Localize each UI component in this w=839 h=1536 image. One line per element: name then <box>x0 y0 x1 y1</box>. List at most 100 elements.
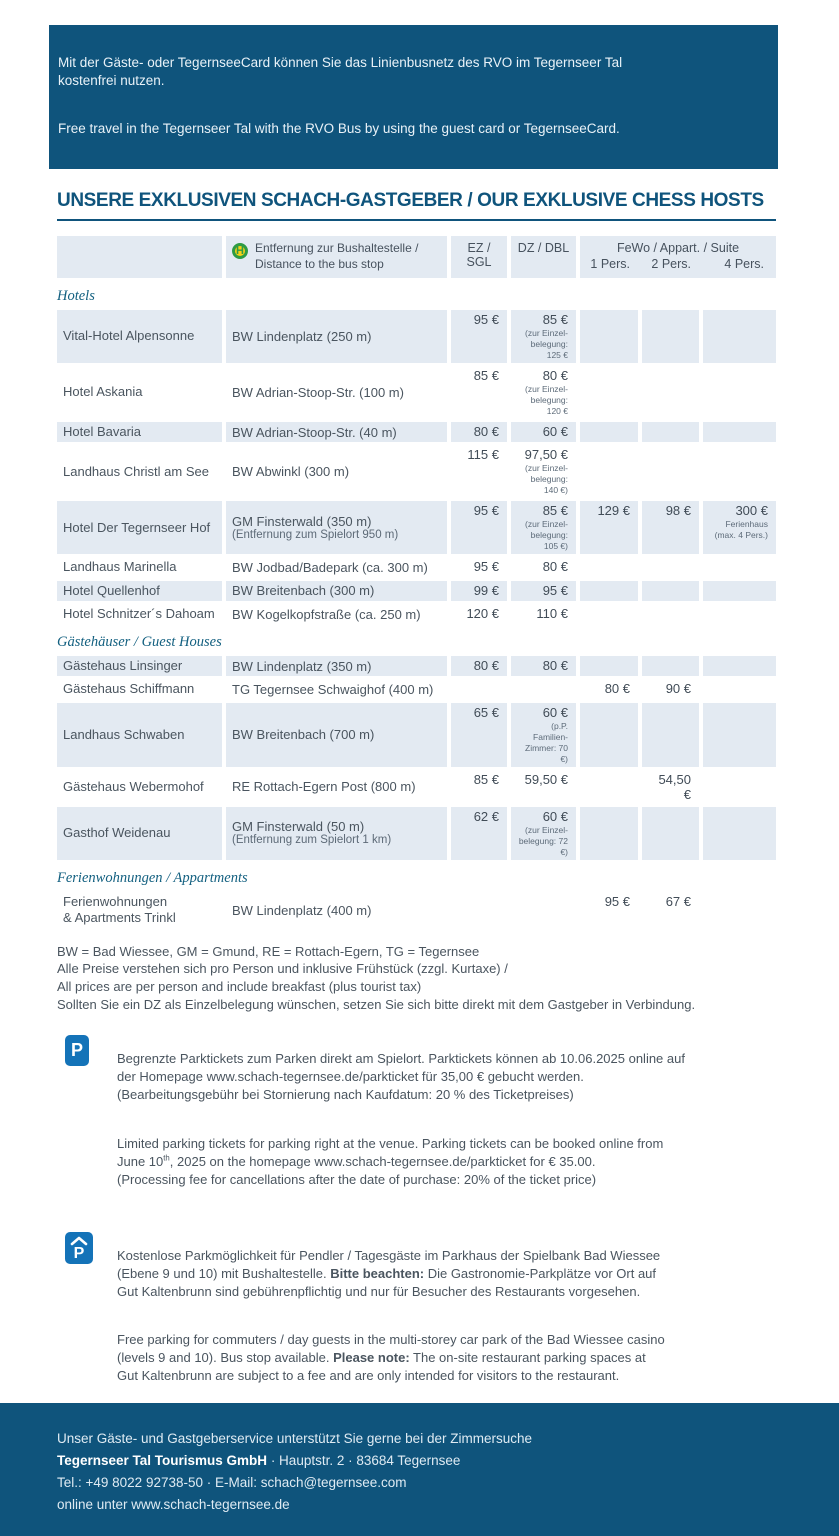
price-value: 85 € <box>473 367 499 383</box>
footer: Unser Gäste- und Gastgeberservice unters… <box>0 1403 839 1536</box>
price-note: (p.P. Familien- Zimmer: 70 €) <box>525 720 568 764</box>
price-value: 80 € <box>542 658 568 674</box>
price-value: 80 € <box>473 423 499 439</box>
price-ez-cell: 62 € <box>451 806 507 861</box>
parking1-english: Limited parking tickets for parking righ… <box>117 1135 776 1189</box>
price-ez-cell: 99 € <box>451 580 507 601</box>
price-4pers-cell <box>703 770 776 804</box>
bus-stop-distance-cell: BW Lindenplatz (350 m) <box>226 656 447 677</box>
price-value: 129 € <box>597 503 630 519</box>
header-distance-cell: H Entfernung zur Bushaltestelle / Distan… <box>226 236 447 278</box>
bus-stop-distance-cell: RE Rottach-Egern Post (800 m) <box>226 770 447 804</box>
price-value: 99 € <box>473 582 499 598</box>
price-2pers-cell: 67 € <box>642 892 699 929</box>
host-name-cell: Gästehaus Schiffmann <box>63 681 195 697</box>
price-4pers-cell <box>703 806 776 861</box>
price-dz-cell: 85 € (zur Einzel- belegung: 105 €) <box>511 501 576 555</box>
price-value: 62 € <box>473 808 499 824</box>
hosts-table-body: Hotels Vital-Hotel Alpensonne BW Lindenpla… <box>57 288 776 929</box>
price-value: 95 € <box>473 503 499 519</box>
price-value: 95 € <box>473 559 499 575</box>
header-distance-label: Entfernung zur Bushaltestelle / Distance… <box>255 241 419 272</box>
host-name-cell: Vital-Hotel Alpensonne <box>57 309 222 363</box>
price-4pers-cell <box>703 421 776 443</box>
price-dz-cell: 97,50 € (zur Einzel- belegung: 140 €) <box>511 445 576 498</box>
hosts-table: H Entfernung zur Bushaltestelle / Distan… <box>57 236 776 928</box>
price-value: 80 € <box>542 367 568 383</box>
price-1pers-cell <box>580 702 638 767</box>
price-2pers-cell <box>642 702 699 767</box>
price-value: 98 € <box>665 503 691 519</box>
footer-website: online unter www.schach-tegernsee.de <box>57 1496 290 1512</box>
header-4pers-label: 4 Pers. <box>724 257 764 272</box>
bus-stop-distance-cell: BW Breitenbach (700 m) <box>226 702 447 767</box>
price-dz-cell: 80 € <box>511 656 576 677</box>
price-note: (zur Einzel- belegung: 140 €) <box>525 463 568 496</box>
price-ez-cell: 80 € <box>451 421 507 443</box>
footer-company-name: Tegernseer Tal Tourismus GmbH <box>57 1453 268 1469</box>
price-value: 60 € <box>542 423 568 439</box>
price-4pers-cell <box>703 656 776 677</box>
parking-icon-box: P <box>65 1032 101 1206</box>
banner-text-german: Mit der Gäste- oder TegernseeCard können… <box>58 55 623 89</box>
price-2pers-cell <box>642 806 699 861</box>
distance-text: BW Breitenbach (300 m) <box>232 583 375 599</box>
header-fewo-cell: FeWo / Appart. / Suite 1 Pers. 2 Pers. 4… <box>580 236 776 278</box>
parking2-german: Kostenlose Parkmöglichkeit für Pendler /… <box>117 1247 776 1301</box>
price-value: 95 € <box>604 894 630 910</box>
bus-stop-distance-cell: BW Abwinkl (300 m) <box>226 445 447 498</box>
price-ez-cell: 85 € <box>451 366 507 419</box>
table-row: Hotel Bavaria BW Adrian-Stoop-Str. (40 m)… <box>57 421 776 443</box>
table-header-row: H Entfernung zur Bushaltestelle / Distan… <box>57 236 776 278</box>
distance-text: TG Tegernsee Schwaighof (400 m) <box>232 682 434 698</box>
host-name-cell: Hotel Der Tegernseer Hof <box>57 501 222 555</box>
distance-text: BW Jodbad/Badepark (ca. 300 m) <box>232 560 428 576</box>
price-2pers-cell <box>642 309 699 363</box>
price-dz-cell: 110 € <box>511 604 576 624</box>
price-ez-cell: 95 € <box>451 309 507 363</box>
host-name-cell: Landhaus Schwaben <box>57 702 222 767</box>
svg-text:P: P <box>74 1245 85 1262</box>
price-note: Ferienhaus (max. 4 Pers.) <box>714 519 768 541</box>
price-dz-cell: 59,50 € <box>511 770 576 804</box>
price-ez-cell: 95 € <box>451 501 507 555</box>
price-value: 90 € <box>665 681 691 697</box>
price-2pers-cell <box>642 445 699 498</box>
price-ez-cell: 120 € <box>451 604 507 624</box>
distance-text: BW Adrian-Stoop-Str. (40 m) <box>232 424 397 440</box>
price-dz-cell <box>511 892 576 929</box>
price-1pers-cell <box>580 445 638 498</box>
parking-icon: P <box>65 1035 89 1067</box>
page-title: UNSERE EXKLUSIVEN SCHACH-GASTGEBER / OUR… <box>57 190 776 222</box>
price-value: 300 € <box>735 503 768 519</box>
section-heading: Ferienwohnungen / Appartments <box>57 870 248 887</box>
price-value: 95 € <box>542 582 568 598</box>
price-value: 80 € <box>473 658 499 674</box>
bus-stop-distance-cell: BW Lindenplatz (400 m) <box>226 892 447 929</box>
price-1pers-cell <box>580 421 638 443</box>
table-row: Hotel Quellenhof BW Breitenbach (300 m) 99… <box>57 580 776 601</box>
footer-line1: Unser Gäste- und Gastgeberservice unters… <box>57 1431 532 1447</box>
distance-text: BW Lindenplatz (250 m) <box>232 328 372 344</box>
price-note: (zur Einzel- belegung: 120 € <box>525 383 568 416</box>
parking-garage-icon: P <box>65 1231 93 1264</box>
parking2-text: Kostenlose Parkmöglichkeit für Pendler /… <box>117 1229 776 1403</box>
price-4pers-cell: 300 € Ferienhaus (max. 4 Pers.) <box>703 501 776 555</box>
parking-section-2: P Kostenlose Parkmöglichkeit für Pendler… <box>65 1229 776 1403</box>
host-name-cell: Gästehaus Webermohof <box>63 778 204 794</box>
bus-stop-distance-cell: TG Tegernsee Schwaighof (400 m) <box>226 679 447 699</box>
page: Mit der Gäste- oder TegernseeCard können… <box>0 25 839 1536</box>
price-4pers-cell <box>703 604 776 624</box>
distance-text: RE Rottach-Egern Post (800 m) <box>232 779 416 795</box>
parking2-de-bold: Bitte beachten: <box>330 1265 425 1281</box>
price-ez-cell <box>451 892 507 929</box>
bus-stop-distance-cell: BW Lindenplatz (250 m) <box>226 309 447 363</box>
price-4pers-cell <box>703 445 776 498</box>
host-name-cell: Hotel Askania <box>63 384 143 400</box>
distance-text: BW Breitenbach (700 m) <box>232 727 375 743</box>
distance-subtext: (Entfernung zum Spielort 950 m) <box>232 528 399 541</box>
host-name-cell: Landhaus Marinella <box>63 559 177 575</box>
price-dz-cell <box>511 679 576 699</box>
price-4pers-cell <box>703 366 776 419</box>
table-row: Hotel Askania BW Adrian-Stoop-Str. (100 m… <box>57 366 776 419</box>
